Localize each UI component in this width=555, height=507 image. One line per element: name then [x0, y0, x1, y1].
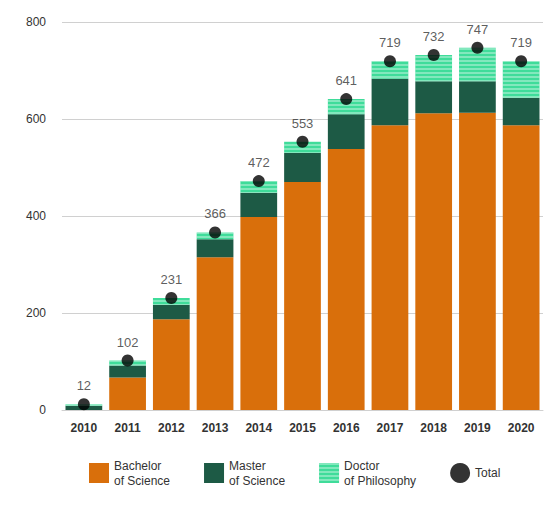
svg-text:Doctor: Doctor	[344, 459, 379, 473]
svg-text:Total: Total	[475, 466, 500, 480]
svg-text:of Science: of Science	[229, 474, 285, 488]
svg-text:12: 12	[77, 378, 91, 393]
svg-text:of Philosophy: of Philosophy	[344, 474, 416, 488]
svg-text:2019: 2019	[464, 421, 491, 435]
svg-text:2017: 2017	[377, 421, 404, 435]
svg-text:2012: 2012	[158, 421, 185, 435]
svg-text:Bachelor: Bachelor	[114, 459, 161, 473]
svg-text:2013: 2013	[202, 421, 229, 435]
svg-text:641: 641	[335, 73, 357, 88]
svg-text:102: 102	[117, 335, 139, 350]
svg-text:732: 732	[423, 29, 445, 44]
svg-text:Master: Master	[229, 459, 266, 473]
svg-text:400: 400	[26, 209, 46, 223]
svg-text:2016: 2016	[333, 421, 360, 435]
svg-text:2014: 2014	[245, 421, 272, 435]
svg-text:2020: 2020	[508, 421, 535, 435]
svg-text:719: 719	[510, 35, 532, 50]
svg-text:2018: 2018	[420, 421, 447, 435]
svg-text:747: 747	[467, 22, 489, 37]
svg-text:231: 231	[160, 272, 182, 287]
svg-text:2015: 2015	[289, 421, 316, 435]
svg-text:2011: 2011	[115, 421, 141, 435]
svg-text:600: 600	[26, 112, 46, 126]
svg-text:of Science: of Science	[114, 474, 170, 488]
svg-text:2010: 2010	[71, 421, 98, 435]
svg-text:719: 719	[379, 35, 401, 50]
svg-text:553: 553	[292, 116, 314, 131]
svg-text:0: 0	[39, 403, 46, 417]
svg-text:472: 472	[248, 155, 270, 170]
svg-text:800: 800	[26, 15, 46, 29]
svg-text:366: 366	[204, 206, 226, 221]
svg-text:200: 200	[26, 306, 46, 320]
